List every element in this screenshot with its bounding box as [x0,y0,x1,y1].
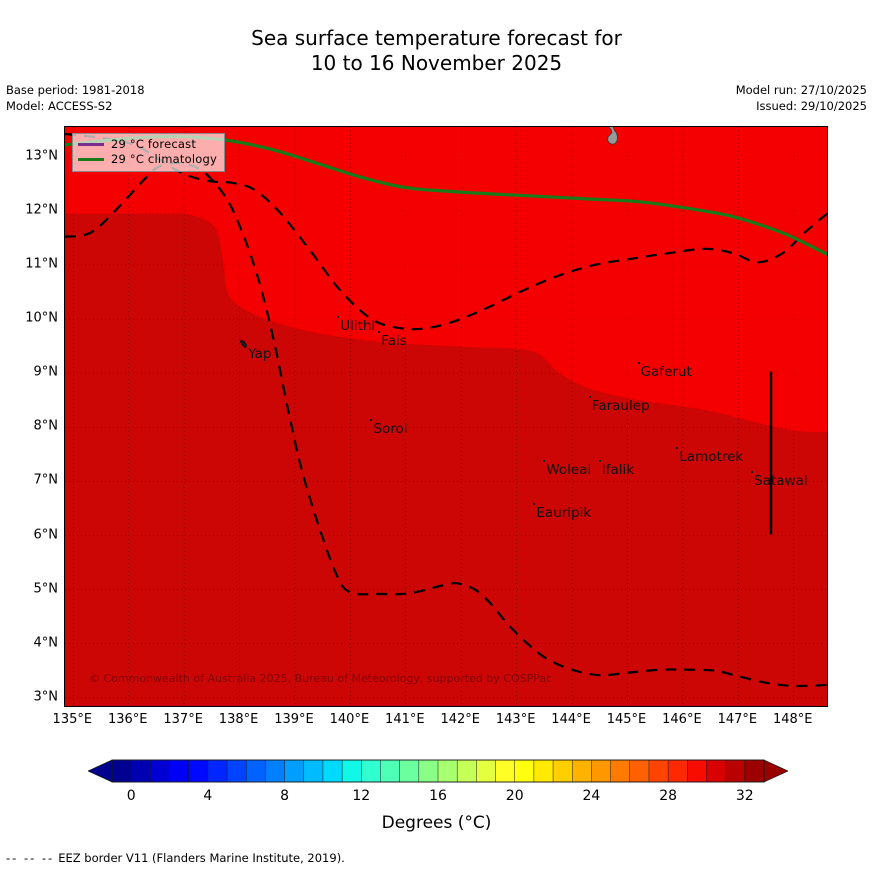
legend-label-forecast: 29 °C forecast [111,137,197,151]
legend-label-climatology: 29 °C climatology [111,152,217,166]
x-axis-tick-147°E: 147°E [717,712,758,727]
x-axis-tick-136°E: 136°E [107,712,148,727]
island-label-eauripik: Eauripik [536,505,592,522]
y-axis-tick-13°N: 13°N [25,148,58,164]
y-axis-tick-3°N: 3°N [33,689,59,705]
island-marker-ifalik [598,459,601,462]
y-axis-tick-7°N: 7°N [33,472,59,488]
issued-text: Issued: 29/10/2025 [756,99,867,113]
eez-dash-sample: -- -- -- [6,851,55,865]
island-marker-sorol [370,419,373,422]
colorbar-tick-4: 4 [203,788,213,804]
x-axis-tick-146°E: 146°E [662,712,702,727]
x-axis-tick-139°E: 139°E [274,712,314,727]
metadata-left: Base period: 1981-2018 Model: ACCESS-S2 [6,82,145,114]
colorbar-tick-8: 8 [280,788,290,804]
y-axis-tick-5°N: 5°N [33,581,59,597]
model-text: Model: ACCESS-S2 [6,99,113,113]
x-axis-tick-137°E: 137°E [163,712,203,727]
y-axis-tick-6°N: 6°N [33,527,59,543]
x-axis-tick-145°E: 145°E [606,712,647,727]
colorbar-tick-32: 32 [735,788,754,804]
legend-swatch-climatology [78,158,104,161]
metadata-right: Model run: 27/10/2025 Issued: 29/10/2025 [736,82,867,114]
model-run-text: Model run: 27/10/2025 [735,83,867,97]
legend-item-climatology: 29 °C climatology [78,152,217,167]
island-label-lamotrek: Lamotrek [679,448,744,465]
map-plot-area: 29 °C forecast 29 °C climatology Yap Ulit… [64,126,828,707]
y-axis-tick-4°N: 4°N [33,635,59,651]
island-marker-ulithi [337,316,340,319]
y-axis-tick-12°N: 12°N [25,202,58,218]
island-label-woleai: Woleai [546,461,592,478]
base-period-text: Base period: 1981-2018 [6,83,145,97]
y-axis-tick-10°N: 10°N [25,310,58,326]
island-label-gaferut: Gaferut [640,363,692,380]
island-marker-lamotrek [676,446,679,449]
island-label-faraulep: Faraulep [591,398,650,415]
y-axis-tick-9°N: 9°N [33,364,59,380]
eez-footnote-text: EEZ border V11 (Flanders Marine Institut… [58,851,345,865]
island-label-yap: Yap [248,346,272,363]
chart-title-line2: 10 to 16 November 2025 [310,51,563,75]
x-axis-tick-140°E: 140°E [329,712,370,727]
island-marker-yap [245,344,248,347]
island-marker-gaferut [637,361,640,364]
colorbar [88,757,788,791]
chart-title-line1: Sea surface temperature forecast for [251,26,622,50]
land-polygons [239,127,618,349]
x-axis-tick-135°E: 135°E [52,712,93,727]
colorbar-tick-28: 28 [659,788,678,804]
x-axis-tick-144°E: 144°E [551,712,591,727]
x-axis-tick-141°E: 141°E [385,712,425,727]
x-axis-tick-138°E: 138°E [218,712,259,727]
island-label-ifalik: Ifalik [601,461,635,478]
island-label-fais: Fais [381,333,407,350]
colorbar-tick-20: 20 [505,788,524,804]
legend-swatch-forecast [78,143,104,146]
eez-footnote: -- -- -- EEZ border V11 (Flanders Marine … [6,851,345,865]
island-marker-faraulep [588,396,591,399]
x-axis-tick-142°E: 142°E [440,712,480,727]
sst-temperature-field [65,127,827,706]
island-marker-eauripik [533,503,536,506]
island-label-satawal: Satawal [754,473,808,490]
island-marker-satawal [751,471,754,474]
island-label-sorol: Sorol [373,421,408,438]
y-axis-tick-11°N: 11°N [25,256,58,272]
map-legend: 29 °C forecast 29 °C climatology [72,133,225,172]
colorbar-axis-label: Degrees (°C) [381,813,492,833]
colorbar-tick-0: 0 [126,788,136,804]
island-marker-woleai [543,459,546,462]
colorbar-tick-16: 16 [429,788,447,804]
island-marker-fais [378,331,381,334]
legend-item-forecast: 29 °C forecast [78,137,217,152]
chart-title: Sea surface temperature forecast for 10 … [0,26,873,76]
colorbar-tick-24: 24 [582,788,601,804]
colorbar-svg [88,759,788,783]
map-svg [65,127,827,706]
x-axis-tick-143°E: 143°E [495,712,536,727]
y-axis-tick-8°N: 8°N [33,418,59,434]
colorbar-tick-12: 12 [352,788,371,804]
copyright-watermark: © Commonwealth of Australia 2025, Bureau… [89,672,553,685]
x-axis-tick-148°E: 148°E [772,712,813,727]
island-label-ulithi: Ulithi [340,318,376,335]
